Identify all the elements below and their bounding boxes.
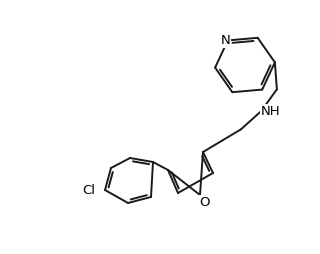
Text: Cl: Cl — [83, 183, 95, 197]
Text: NH: NH — [261, 105, 281, 118]
Text: O: O — [199, 196, 209, 209]
Text: N: N — [221, 34, 231, 47]
